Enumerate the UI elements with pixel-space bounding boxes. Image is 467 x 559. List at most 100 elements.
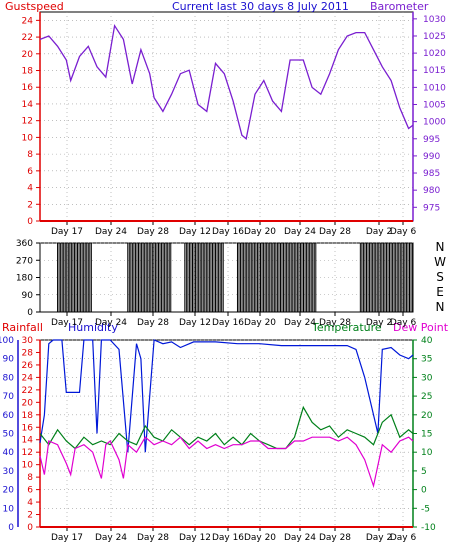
wind-x-tick-label: Day 6	[390, 318, 417, 328]
baro-y-tick-label: 1000	[423, 118, 446, 128]
baro-y-tick-label: 975	[423, 203, 440, 213]
rain-tick-label: 30	[22, 336, 34, 346]
dewpoint-line	[39, 436, 414, 489]
wind-x-tick-label: Day 16	[212, 318, 244, 328]
temp-tick-label: -10	[421, 523, 436, 533]
compass-label: E	[436, 285, 444, 299]
wind-y-tick-label: 180	[16, 274, 33, 284]
wind-y-tick-label: 360	[16, 239, 33, 249]
top-x-tick-label: Day 20	[244, 227, 276, 237]
rain-tick-label: 8	[27, 473, 33, 483]
baro-y-tick-label: 990	[423, 152, 440, 162]
humidity-tick-label: 0	[8, 523, 14, 533]
rain-tick-label: 0	[27, 523, 33, 533]
bottom-panel-series	[39, 339, 414, 528]
bottom-x-tick-label: Day 6	[390, 533, 417, 543]
wind-y-tick-label: 270	[16, 256, 33, 266]
temperature-label: Temperature	[311, 321, 382, 334]
wind-x-tick-label: Day 20	[244, 318, 276, 328]
humidity-tick-label: 100	[0, 336, 14, 346]
baro-y-tick-label: 1005	[423, 101, 446, 111]
wind-x-tick-label: Day 28	[319, 318, 351, 328]
temp-tick-label: 10	[421, 448, 433, 458]
bottom-x-tick-label: Day 20	[244, 533, 276, 543]
temp-tick-label: 15	[421, 430, 432, 440]
humidity-tick-label: 90	[3, 355, 15, 365]
baro-y-tick-label: 985	[423, 169, 440, 179]
dewpoint-label: Dew Point	[393, 321, 449, 334]
wind-y-tick-label: 90	[22, 291, 34, 301]
temp-tick-label: 0	[421, 486, 427, 496]
baro-y-tick-label: 1015	[423, 66, 446, 76]
gust-y-tick-label: 4	[27, 184, 33, 194]
rainfall-label: Rainfall	[2, 321, 43, 334]
gust-y-tick-label: 12	[22, 117, 33, 127]
gust-y-tick-label: 10	[22, 133, 34, 143]
top-panel-grid	[40, 12, 413, 222]
rain-tick-label: 10	[22, 461, 34, 471]
top-x-tick-label: Day 24	[284, 227, 316, 237]
bottom-x-tick-label: Day 24	[95, 533, 127, 543]
gust-y-tick-label: 18	[22, 67, 34, 77]
top-x-tick-label: Day 12	[179, 227, 211, 237]
rain-tick-label: 2	[27, 511, 33, 521]
rain-tick-label: 20	[22, 398, 34, 408]
compass-label: N	[436, 240, 445, 254]
rain-tick-label: 28	[22, 348, 34, 358]
top-panel-axes: 0246810121416182022249759809859909951000…	[22, 12, 446, 237]
top-panel-frame	[39, 11, 414, 222]
baro-y-tick-label: 995	[423, 135, 440, 145]
rain-tick-label: 6	[27, 486, 33, 496]
bottom-x-tick-label: Day 17	[51, 533, 83, 543]
gust-y-tick-label: 20	[22, 50, 34, 60]
temp-tick-label: 25	[421, 392, 432, 402]
wind-x-tick-label: Day 24	[284, 318, 316, 328]
rain-tick-label: 14	[22, 436, 34, 446]
gust-y-tick-label: 6	[27, 167, 33, 177]
rain-tick-label: 4	[27, 498, 33, 508]
compass-label: N	[436, 300, 445, 314]
baro-y-tick-label: 1010	[423, 83, 446, 93]
gust-y-tick-label: 22	[22, 33, 33, 43]
humidity-tick-label: 10	[3, 504, 15, 514]
temp-tick-label: 30	[421, 373, 433, 383]
bottom-x-tick-label: Day 12	[179, 533, 211, 543]
humidity-line	[39, 339, 414, 453]
humidity-tick-label: 80	[3, 373, 15, 383]
wind-y-tick-label: 0	[27, 308, 33, 318]
rain-tick-label: 24	[22, 373, 34, 383]
humidity-tick-label: 30	[3, 467, 15, 477]
wind-panel-frame	[39, 242, 414, 313]
temp-tick-label: 35	[421, 355, 432, 365]
humidity-label: Humidity	[68, 321, 118, 334]
top-x-tick-label: Day 28	[319, 227, 351, 237]
gustspeed-label: Gustspeed	[5, 0, 64, 13]
bottom-x-tick-label: Day 28	[137, 533, 169, 543]
humidity-tick-label: 20	[3, 486, 15, 496]
top-x-tick-label: Day 16	[212, 227, 244, 237]
top-panel-series	[39, 23, 414, 222]
gust-y-tick-label: 24	[22, 16, 34, 26]
rain-tick-label: 16	[22, 423, 34, 433]
barometer-label: Barometer	[370, 0, 429, 13]
wind-x-tick-label: Day 17	[51, 318, 83, 328]
wind-x-tick-label: Day 2	[366, 318, 392, 328]
temp-tick-label: 20	[421, 411, 433, 421]
humidity-tick-label: 50	[3, 430, 15, 440]
temp-tick-label: 5	[421, 467, 427, 477]
top-x-tick-label: Day 28	[137, 227, 169, 237]
wind-x-tick-label: Day 28	[137, 318, 169, 328]
top-x-tick-label: Day 6	[390, 227, 417, 237]
top-x-tick-label: Day 2	[366, 227, 392, 237]
top-x-tick-label: Day 24	[95, 227, 127, 237]
bottom-x-tick-label: Day 16	[212, 533, 244, 543]
gust-y-tick-label: 8	[27, 150, 33, 160]
baro-y-tick-label: 980	[423, 186, 440, 196]
bottom-x-tick-label: Day 2	[366, 533, 392, 543]
wind-x-tick-label: Day 24	[95, 318, 127, 328]
rain-tick-label: 18	[22, 411, 34, 421]
gust-y-tick-label: 0	[27, 217, 33, 227]
rain-tick-label: 26	[22, 361, 34, 371]
